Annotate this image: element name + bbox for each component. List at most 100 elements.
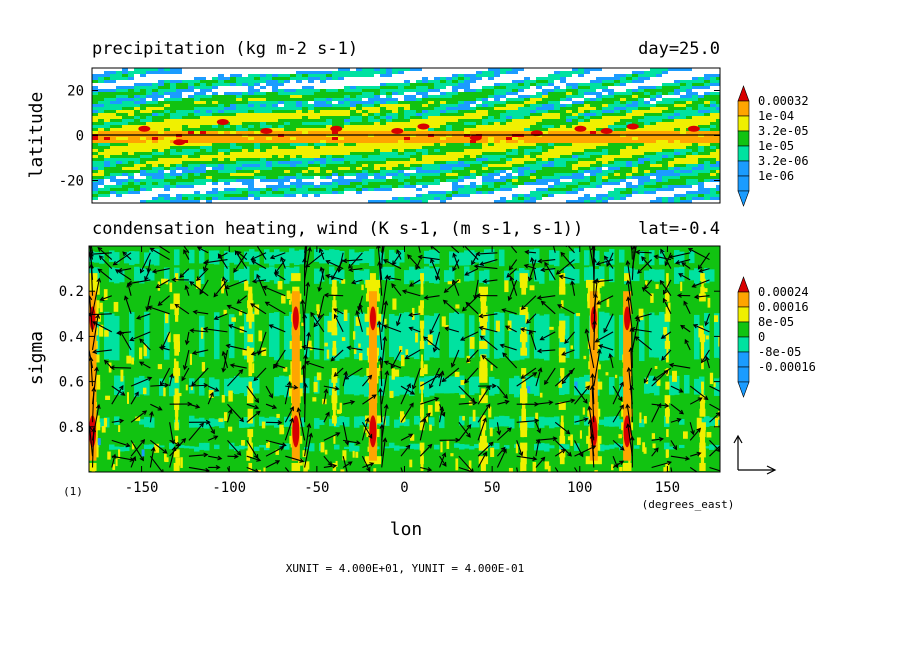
precip-cell: [314, 137, 321, 141]
precip-cell: [440, 161, 447, 165]
precip-cell: [566, 161, 573, 165]
precip-cell: [242, 74, 249, 78]
precip-cell: [278, 152, 285, 156]
precip-cell: [518, 182, 525, 186]
precip-cell: [368, 164, 375, 168]
precip-cell: [518, 158, 525, 162]
precip-cell: [266, 137, 273, 141]
precip-cell: [584, 113, 591, 117]
precip-cell: [656, 80, 663, 84]
precip-cell: [542, 152, 549, 156]
precip-cell: [110, 149, 117, 153]
precip-cell: [212, 188, 219, 192]
precip-cell: [518, 86, 525, 90]
precip-cell: [590, 185, 597, 189]
precip-cell: [476, 83, 483, 87]
precip-cell: [410, 176, 417, 180]
precip-cell: [392, 197, 399, 201]
precip-cell: [704, 140, 711, 144]
precip-cell: [290, 89, 297, 93]
precip-cell: [158, 116, 165, 120]
precip-cell: [206, 149, 213, 153]
precip-cell: [458, 152, 465, 156]
precip-cell: [230, 101, 237, 105]
precip-cell: [164, 86, 171, 90]
precip-cell: [584, 74, 591, 78]
precip-cell: [476, 116, 483, 120]
precip-cell: [410, 92, 417, 96]
precip-cell: [356, 179, 363, 183]
precip-cell: [122, 122, 129, 126]
precip-cell: [494, 176, 501, 180]
precip-cell: [326, 95, 333, 99]
precip-cell: [140, 107, 147, 111]
precip-cell: [302, 170, 309, 174]
precip-cell: [344, 137, 351, 141]
precip-cell: [128, 179, 135, 183]
precip-cell: [404, 200, 411, 203]
precip-cell: [716, 86, 720, 90]
precip-cell: [554, 170, 561, 174]
precip-cell: [584, 89, 591, 93]
precip-cell: [452, 131, 459, 135]
precip-cell: [530, 185, 537, 189]
precip-cell: [686, 185, 693, 189]
precip-cell: [140, 161, 147, 165]
precip-cell: [704, 173, 711, 177]
precip-cell: [380, 98, 387, 102]
precip-cell: [572, 137, 579, 141]
precip-cell: [296, 116, 303, 120]
precip-cell: [524, 140, 531, 144]
precip-cell: [362, 134, 369, 138]
precip-cell: [254, 95, 261, 99]
precip-cell: [542, 197, 549, 201]
precip-cell: [344, 143, 351, 147]
precip-cell: [428, 113, 435, 117]
precip-cell: [458, 74, 465, 78]
precip-cell: [254, 89, 261, 93]
precip-cell: [548, 116, 555, 120]
precip-cell: [188, 155, 195, 159]
heating-cooling-band: [399, 313, 405, 362]
heating-cooling-band: [584, 250, 590, 266]
precip-cell: [506, 170, 513, 174]
precip-cell: [434, 194, 441, 198]
precip-cell: [518, 131, 525, 135]
precip-cell: [530, 77, 537, 81]
precip-cell: [608, 143, 615, 147]
precip-cell: [224, 95, 231, 99]
precip-cell: [158, 176, 165, 180]
precip-cell: [158, 131, 165, 135]
precip-cell: [260, 89, 267, 93]
precip-cell: [602, 113, 609, 117]
precip-cell: [494, 140, 501, 144]
precip-cell: [164, 77, 171, 81]
precip-cell: [596, 92, 603, 96]
precip-cell: [194, 113, 201, 117]
precip-cell: [206, 200, 213, 203]
precip-cell: [260, 149, 267, 153]
precip-cell: [230, 80, 237, 84]
precip-cell: [656, 185, 663, 189]
precip-cell: [476, 155, 483, 159]
precip-cell: [248, 107, 255, 111]
precip-cell: [500, 200, 507, 203]
precip-cell: [140, 146, 147, 150]
precip-cell: [644, 80, 651, 84]
precip-cell: [92, 131, 99, 135]
precip-cell: [458, 149, 465, 153]
precip-cell: [440, 89, 447, 93]
precip-cell: [566, 113, 573, 117]
precip-cell: [566, 176, 573, 180]
precip-cell: [170, 179, 177, 183]
precip-cell: [194, 167, 201, 171]
precip-cell: [614, 122, 621, 126]
precip-cell: [704, 122, 711, 126]
precip-cell: [122, 143, 129, 147]
precip-cell: [302, 194, 309, 198]
precip-cell: [596, 110, 603, 114]
precip-cell: [140, 92, 147, 96]
precip-cell: [338, 170, 345, 174]
precip-cell: [698, 110, 705, 114]
precip-cell: [482, 152, 489, 156]
